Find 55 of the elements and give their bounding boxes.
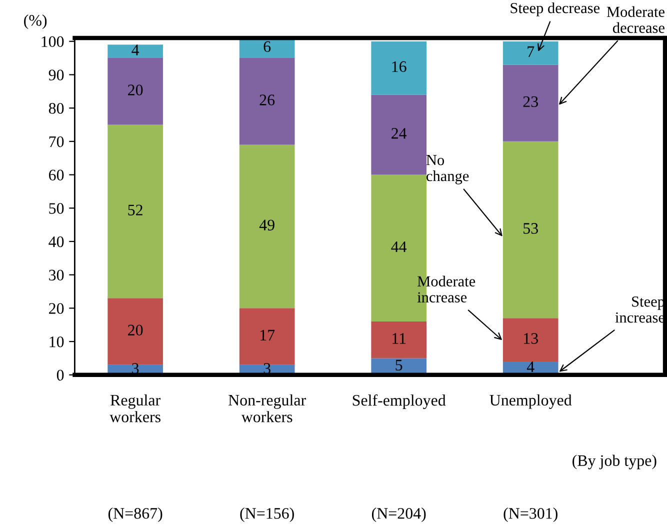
data-label: 53 [524, 223, 538, 234]
data-label: 4 [526, 362, 534, 372]
y-tick-label: 100 [42, 36, 64, 48]
y-tick-label: 0 [56, 370, 64, 381]
text: (N=156) [240, 508, 294, 522]
y-tick-label: 90 [48, 70, 64, 80]
bar [502, 64, 558, 142]
data-label: 16 [392, 61, 406, 72]
data-label: 17 [260, 330, 275, 340]
series-label: Steep decrease [510, 2, 600, 16]
bar [108, 58, 163, 125]
x-tick-label: Unemployed [490, 394, 572, 409]
bar [371, 322, 427, 358]
bar [239, 144, 295, 308]
y-tick-label: 60 [49, 170, 64, 180]
text: (N=301) [504, 508, 558, 522]
bar [371, 41, 427, 95]
bar [502, 141, 558, 318]
data-label: 6 [264, 41, 271, 52]
data-label: 13 [524, 333, 538, 344]
data-label: 44 [391, 241, 407, 252]
text: Moderate decrease [606, 6, 664, 33]
data-label: 4 [132, 44, 140, 56]
bar [502, 318, 558, 362]
y-tick-label: 50 [49, 203, 64, 214]
bar [108, 298, 163, 365]
bar [239, 58, 295, 145]
data-label: 49 [259, 220, 274, 230]
bar [108, 44, 163, 58]
data-label: 23 [523, 96, 538, 108]
data-label: 5 [396, 360, 402, 371]
y-tick-label: 80 [48, 102, 64, 114]
data-label: 11 [392, 333, 406, 344]
data-label: 52 [128, 204, 142, 216]
y-tick-label: 30 [49, 270, 64, 281]
data-label: 26 [260, 94, 275, 106]
bar [239, 308, 295, 365]
text: (By job type) [572, 454, 656, 470]
data-label: 20 [128, 84, 143, 96]
y-tick-label: 20 [49, 303, 64, 314]
bar [502, 41, 558, 65]
text: (N=204) [372, 508, 426, 522]
x-tick-label: Non-regular workers [228, 394, 306, 422]
text: (N=867) [108, 508, 162, 522]
y-tick-label: 70 [49, 136, 64, 148]
y-axis-title: (%) [24, 14, 47, 30]
bar [108, 124, 163, 298]
x-tick-label: Regular workers [110, 394, 160, 422]
y-tick-label: 10 [50, 336, 64, 348]
x-tick-label: Self-employed [352, 394, 446, 410]
data-label: 24 [392, 128, 407, 139]
data-label: 7 [528, 46, 534, 57]
bar [371, 94, 427, 175]
y-tick-label: 40 [48, 236, 64, 248]
data-label: 20 [128, 324, 143, 336]
